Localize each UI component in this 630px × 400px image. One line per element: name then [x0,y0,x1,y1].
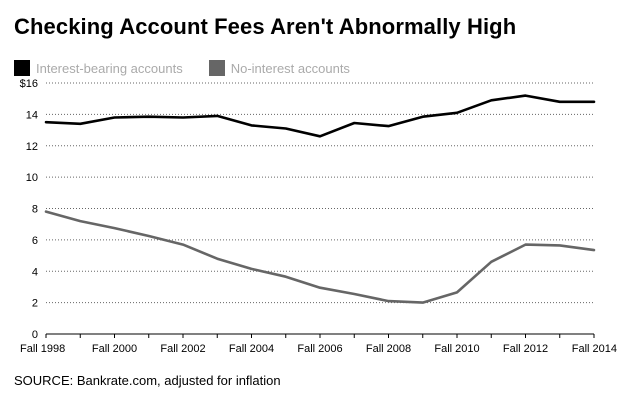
y-tick-label-6: 6 [32,235,38,247]
x-tick-label-2008: Fall 2008 [366,343,411,355]
y-tick-label-4: 4 [32,266,38,278]
y-tick-label-16: $16 [20,78,38,90]
chart-title: Checking Account Fees Aren't Abnormally … [14,14,517,39]
gridlines [46,82,594,304]
x-tick-label-2012: Fall 2012 [503,343,548,355]
x-tick-label-2000: Fall 2000 [92,343,137,355]
x-tick-label-2004: Fall 2004 [229,343,274,355]
x-tick-label-2006: Fall 2006 [297,343,342,355]
legend-swatch-no-interest [208,60,225,76]
y-tick-label-8: 8 [32,204,38,216]
series-line-no-interest [44,210,596,304]
y-tick-label-14: 14 [26,109,38,121]
legend-label-no-interest: No-interest accounts [230,60,350,76]
series-line-interest-bearing [44,94,596,138]
series-lines [44,94,596,304]
legend: Interest-bearing accounts No-interest ac… [14,60,376,76]
legend-label-interest-bearing: Interest-bearing accounts [36,60,183,76]
legend-item-no-interest: No-interest accounts [208,60,350,76]
x-axis: Fall 1998 Fall 2000 Fall 2002 Fall 2004 Fall… [20,333,617,355]
legend-swatch-interest-bearing [14,60,30,76]
legend-item-interest-bearing: Interest-bearing accounts [14,60,183,76]
x-tick-label-2002: Fall 2002 [160,343,205,355]
source-note: SOURCE: Bankrate.com, adjusted for infla… [14,373,281,388]
x-tick-label-1998: Fall 1998 [20,343,65,355]
y-tick-label-12: 12 [26,141,38,153]
y-tick-label-0: 0 [32,329,38,341]
y-tick-label-2: 2 [32,298,38,310]
y-tick-label-10: 10 [26,172,38,184]
x-tick-label-2014: Fall 2014 [572,343,617,355]
x-tick-label-2010: Fall 2010 [434,343,479,355]
y-axis-tick-labels: 0 2 4 6 8 10 12 14 $16 [20,78,38,341]
